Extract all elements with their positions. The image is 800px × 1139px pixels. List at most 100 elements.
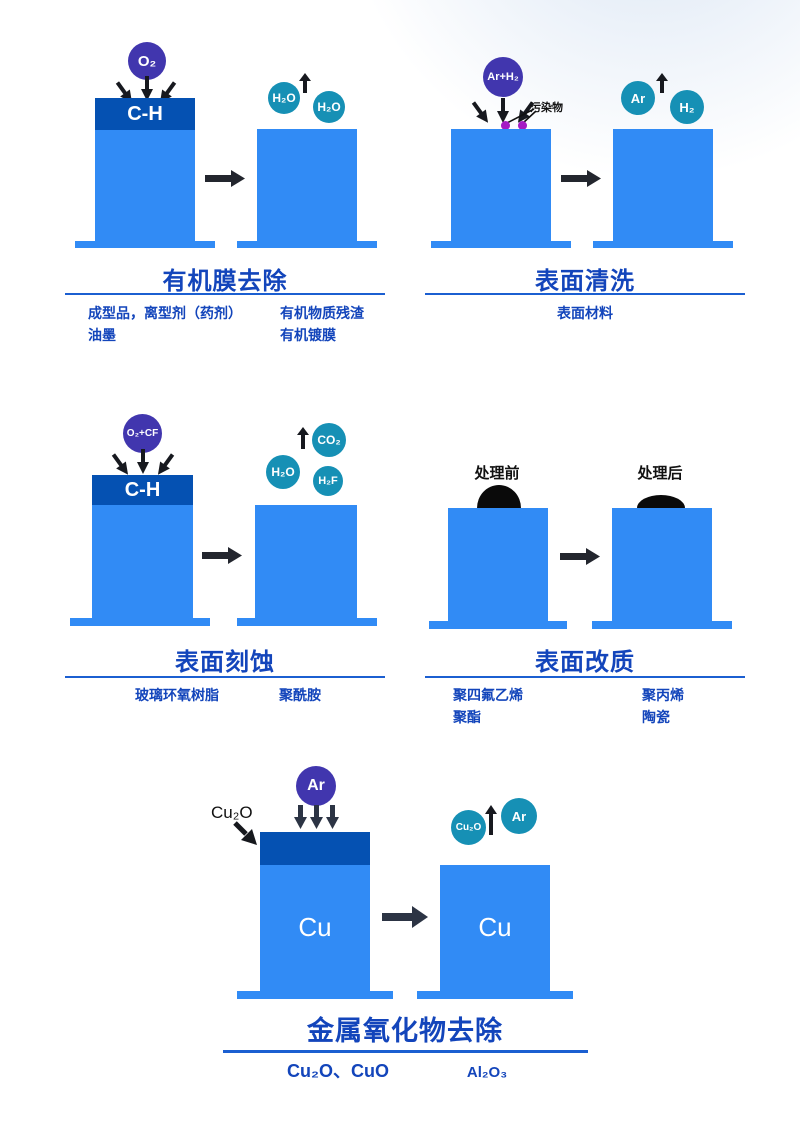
down-arrow-icon bbox=[310, 805, 323, 829]
up-arrow-icon bbox=[299, 73, 311, 93]
molecule-badge: H₂ bbox=[670, 90, 704, 124]
molecule-badge: H₂F bbox=[313, 466, 343, 496]
gas-label: Ar bbox=[307, 777, 325, 794]
down-arrow-icon bbox=[471, 101, 489, 123]
application-note: Cu₂O、CuO bbox=[287, 1061, 389, 1081]
molecule-label: H₂ bbox=[679, 99, 695, 115]
up-arrow-icon bbox=[485, 805, 497, 835]
note-line: 有机物质残渣 bbox=[280, 305, 364, 321]
metal-label: Cu bbox=[478, 912, 512, 942]
molecule-label: H₂O bbox=[271, 465, 295, 479]
divider-line bbox=[65, 293, 385, 295]
down-arrow-icon bbox=[326, 805, 339, 829]
right-arrow-icon bbox=[382, 906, 428, 928]
panel-title: 有机膜去除 bbox=[162, 268, 288, 295]
diagonal-arrow-icon bbox=[233, 821, 257, 845]
pedestal bbox=[237, 991, 393, 999]
panel-organic-film-removal: O₂ C-H H₂O H₂O 有机膜去除 成型品，离型剂（药剂） 油墨 有机物质… bbox=[60, 30, 390, 385]
substrate-block bbox=[448, 508, 548, 621]
down-arrow-icon bbox=[294, 805, 307, 829]
pedestal bbox=[417, 991, 573, 999]
contaminant-dot bbox=[518, 121, 527, 130]
molecule-label: H₂O bbox=[317, 100, 341, 114]
down-arrow-icon bbox=[141, 76, 153, 101]
after-label: 处理后 bbox=[637, 465, 683, 482]
modified-substrate-block bbox=[612, 508, 712, 621]
divider-line bbox=[65, 676, 385, 678]
note-line: 聚四氟乙烯 bbox=[453, 687, 523, 703]
note-line: 成型品，离型剂（药剂） bbox=[88, 305, 242, 321]
panel-surface-modification: 处理前 处理后 表面改质 聚四氟乙烯 聚酯 聚丙烯 陶瓷 bbox=[420, 400, 750, 755]
panel-surface-etching: O₂+CF C-H CO₂ H₂O H₂F 表面刻蚀 玻璃环氧树脂 聚酰胺 bbox=[60, 400, 390, 755]
molecule-label: H₂O bbox=[272, 91, 296, 105]
molecule-badge: H₂O bbox=[313, 91, 345, 123]
molecule-label: Ar bbox=[511, 808, 527, 824]
application-note: 玻璃环氧树脂 bbox=[135, 687, 219, 703]
etched-substrate-block bbox=[255, 505, 357, 618]
oxide-layer bbox=[260, 832, 370, 865]
clean-substrate-block bbox=[257, 129, 357, 241]
right-arrow-icon bbox=[205, 170, 245, 187]
molecule-label: H₂F bbox=[318, 474, 338, 487]
oxide-layer-label: Cu₂O bbox=[211, 803, 253, 822]
down-arrow-icon bbox=[157, 453, 175, 475]
contaminant-dot bbox=[501, 121, 510, 130]
metal-label: Cu bbox=[298, 912, 332, 942]
clean-substrate-block bbox=[613, 129, 713, 241]
molecule-badge: Ar bbox=[501, 798, 537, 834]
film-label: C-H bbox=[124, 478, 161, 501]
right-arrow-icon bbox=[560, 548, 600, 565]
molecule-label: Cu₂O bbox=[455, 821, 482, 833]
note-line: 聚丙烯 bbox=[642, 687, 684, 703]
application-notes-right: 聚丙烯 陶瓷 bbox=[642, 684, 684, 728]
substrate-block bbox=[451, 129, 551, 241]
molecule-badge: H₂O bbox=[266, 455, 300, 489]
application-note: 表面材料 bbox=[557, 305, 613, 321]
up-arrow-icon bbox=[297, 427, 309, 449]
droplet-after bbox=[637, 495, 685, 508]
panel-title: 表面刻蚀 bbox=[175, 649, 275, 676]
pedestal bbox=[237, 241, 377, 248]
divider-line bbox=[223, 1050, 588, 1053]
droplet-before bbox=[477, 485, 521, 508]
down-arrow-icon bbox=[497, 98, 509, 123]
panel-surface-cleaning: Ar+H₂ 污染物 Ar H₂ 表面清洗 表面材料 bbox=[420, 30, 750, 385]
right-arrow-icon bbox=[202, 547, 242, 564]
molecule-label: CO₂ bbox=[317, 433, 341, 447]
down-arrow-icon bbox=[111, 453, 129, 475]
molecule-label: Ar bbox=[630, 90, 646, 106]
application-notes-right: 有机物质残渣 有机镀膜 bbox=[280, 302, 364, 346]
up-arrow-icon bbox=[656, 73, 668, 93]
pedestal bbox=[70, 618, 210, 626]
note-line: 油墨 bbox=[88, 327, 116, 343]
clean-metal-block bbox=[440, 865, 550, 991]
down-arrow-icon bbox=[137, 449, 149, 474]
contaminant-label: 污染物 bbox=[530, 102, 563, 114]
panel-title: 金属氧化物去除 bbox=[307, 1016, 503, 1046]
down-arrow-icon bbox=[517, 101, 535, 123]
gas-badge: Ar bbox=[296, 766, 336, 806]
pedestal bbox=[593, 241, 733, 248]
application-note: 聚酰胺 bbox=[279, 687, 321, 703]
before-label: 处理前 bbox=[474, 465, 520, 482]
film-label: C-H bbox=[127, 102, 163, 125]
gas-label: Ar+H₂ bbox=[487, 70, 519, 83]
gas-badge: Ar+H₂ bbox=[483, 57, 523, 97]
panel-title: 表面改质 bbox=[535, 649, 635, 676]
panel-metal-oxide-removal: Ar Cu₂O Cu Cu₂O Ar Cu 金属氧化物去除 Cu₂O、CuO A… bbox=[180, 760, 630, 1090]
note-line: 聚酯 bbox=[453, 709, 481, 725]
gas-label: O₂+CF bbox=[126, 427, 159, 439]
organic-film-layer: C-H bbox=[92, 475, 193, 505]
molecule-badge: Ar bbox=[621, 81, 655, 115]
divider-line bbox=[425, 293, 745, 295]
pedestal bbox=[237, 618, 377, 626]
note-line: 陶瓷 bbox=[642, 709, 670, 725]
organic-film-layer: C-H bbox=[95, 98, 195, 130]
gas-badge: O₂ bbox=[128, 42, 166, 80]
molecule-badge: CO₂ bbox=[312, 423, 346, 457]
molecule-badge: Cu₂O bbox=[451, 810, 486, 845]
molecule-badge: H₂O bbox=[268, 82, 300, 114]
right-arrow-icon bbox=[561, 170, 601, 187]
gas-badge: O₂+CF bbox=[123, 414, 162, 453]
gas-label: O₂ bbox=[137, 52, 157, 70]
